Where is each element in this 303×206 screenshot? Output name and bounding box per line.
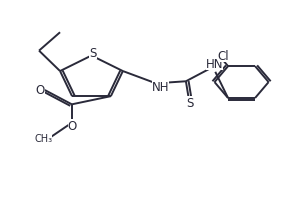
Text: NH: NH (152, 81, 169, 93)
Text: Cl: Cl (218, 49, 229, 62)
Text: HN: HN (206, 58, 223, 71)
Text: CH₃: CH₃ (34, 133, 52, 143)
Text: S: S (186, 97, 194, 110)
Text: O: O (36, 83, 45, 96)
Text: S: S (89, 47, 97, 60)
Text: O: O (68, 119, 77, 132)
